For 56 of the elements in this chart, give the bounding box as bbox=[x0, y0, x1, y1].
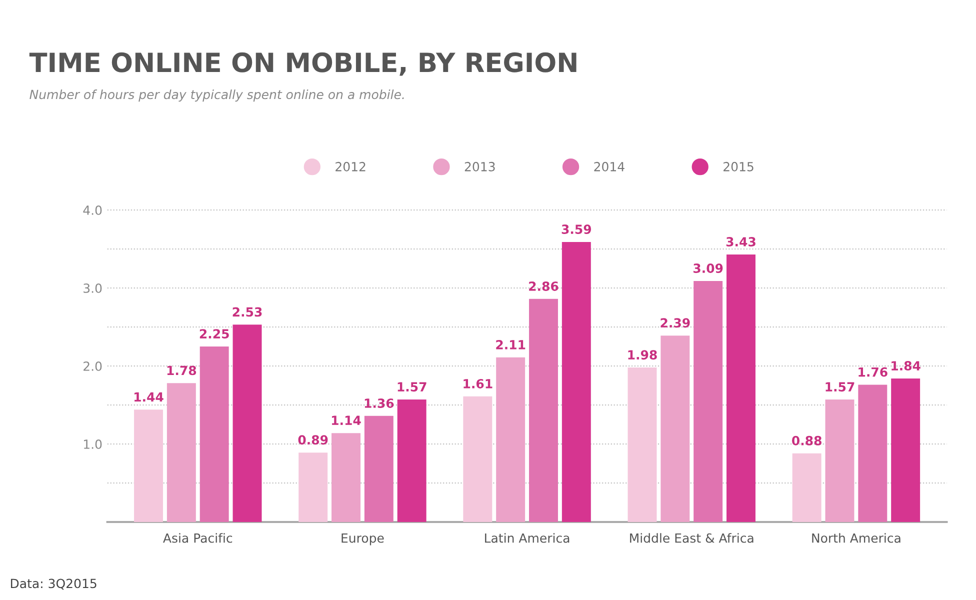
data-label: 1.57 bbox=[826, 382, 854, 392]
bar bbox=[298, 452, 328, 522]
bar bbox=[397, 400, 426, 522]
y-tick-label: 3.0 bbox=[84, 283, 102, 293]
y-tick-label: 1.0 bbox=[84, 439, 102, 449]
data-label: 3.43 bbox=[726, 237, 756, 246]
bar bbox=[364, 416, 394, 522]
x-tick-label: Asia Pacific bbox=[163, 533, 232, 543]
data-label: 1.98 bbox=[628, 350, 657, 360]
data-label: 2.11 bbox=[496, 340, 526, 350]
chart-subtitle: Number of hours per day typically spent online on a mobile. bbox=[30, 90, 404, 102]
data-label: 1.14 bbox=[332, 416, 361, 425]
data-label: 0.88 bbox=[792, 436, 822, 446]
legend-label: 2012 bbox=[336, 162, 366, 172]
data-label: 3.09 bbox=[693, 264, 723, 274]
data-label: 2.86 bbox=[529, 281, 558, 291]
bar bbox=[726, 254, 756, 522]
bar bbox=[463, 396, 492, 522]
bar bbox=[891, 378, 920, 522]
bar bbox=[660, 336, 690, 522]
bar bbox=[496, 357, 526, 522]
bar bbox=[858, 384, 888, 522]
legend-label: 2015 bbox=[724, 162, 754, 172]
data-label: 1.84 bbox=[892, 361, 920, 371]
data-label: 3.59 bbox=[562, 224, 592, 234]
data-label: 0.89 bbox=[298, 435, 328, 445]
bar bbox=[529, 298, 558, 522]
data-label: 2.53 bbox=[232, 307, 262, 317]
chart-title: TIME ONLINE ON MOBILE, BY REGION bbox=[29, 52, 576, 76]
y-tick-label: 4.0 bbox=[83, 205, 102, 215]
bar bbox=[792, 453, 822, 522]
data-label: 1.44 bbox=[134, 392, 164, 402]
data-label: 1.78 bbox=[167, 366, 196, 376]
y-tick-label: 2.0 bbox=[84, 361, 102, 371]
data-label: 2.25 bbox=[200, 329, 229, 339]
bar bbox=[332, 433, 360, 522]
data-label: 2.39 bbox=[660, 318, 690, 328]
data-label: 1.61 bbox=[464, 379, 492, 388]
bar bbox=[200, 346, 229, 522]
bar bbox=[562, 242, 591, 522]
data-label: 1.36 bbox=[364, 398, 394, 408]
x-tick-label: Latin America bbox=[485, 533, 570, 543]
x-tick-label: Middle East & Africa bbox=[630, 533, 754, 543]
data-label: 1.57 bbox=[398, 382, 426, 392]
bar bbox=[134, 410, 163, 522]
bar bbox=[694, 280, 723, 522]
legend-label: 2014 bbox=[594, 162, 624, 172]
bar bbox=[166, 383, 196, 522]
legend-label: 2013 bbox=[464, 162, 495, 172]
bar bbox=[628, 368, 657, 522]
bar bbox=[232, 324, 262, 522]
bar bbox=[825, 400, 854, 522]
data-label: 1.76 bbox=[858, 367, 888, 377]
x-tick-label: Europe bbox=[342, 533, 384, 546]
text: Data: 3Q2015 bbox=[10, 578, 96, 590]
x-tick-label: North America bbox=[812, 533, 900, 543]
